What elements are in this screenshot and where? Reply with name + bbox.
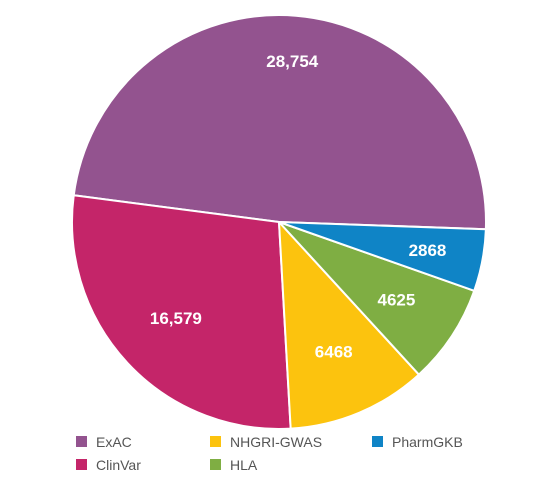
pie-slice-exac bbox=[72, 14, 487, 231]
legend-item-exac: ExAC bbox=[76, 434, 132, 450]
legend-label-clinvar: ClinVar bbox=[96, 457, 141, 473]
legend-swatch-nhgri-gwas bbox=[210, 436, 221, 447]
legend-label-pharmgkb: PharmGKB bbox=[392, 434, 463, 450]
pie-slice-clinvar bbox=[71, 194, 292, 430]
pie-slices bbox=[71, 14, 487, 430]
legend-swatch-clinvar bbox=[76, 459, 87, 470]
legend: ExAC NHGRI-GWAS PharmGKB ClinVar HLA bbox=[76, 434, 463, 473]
legend-label-nhgri-gwas: NHGRI-GWAS bbox=[230, 434, 322, 450]
legend-item-nhgri-gwas: NHGRI-GWAS bbox=[210, 434, 322, 450]
slice-label-nhgri-gwas: 6468 bbox=[315, 343, 353, 362]
legend-label-exac: ExAC bbox=[96, 434, 132, 450]
legend-item-pharmgkb: PharmGKB bbox=[372, 434, 463, 450]
pie-slice-hla bbox=[278, 221, 476, 376]
slice-label-pharmgkb: 2868 bbox=[409, 241, 447, 260]
pie-slice-nhgri-gwas bbox=[278, 221, 420, 430]
legend-swatch-hla bbox=[210, 459, 221, 470]
slice-labels: 28,754 16,579 6468 4625 2868 bbox=[150, 52, 446, 362]
slice-label-hla: 4625 bbox=[378, 291, 416, 310]
slice-label-exac: 28,754 bbox=[266, 52, 319, 71]
legend-item-clinvar: ClinVar bbox=[76, 457, 141, 473]
slice-label-clinvar: 16,579 bbox=[150, 309, 202, 328]
pie-slice-pharmgkb bbox=[278, 221, 487, 292]
legend-swatch-pharmgkb bbox=[372, 436, 383, 447]
legend-label-hla: HLA bbox=[230, 457, 258, 473]
legend-item-hla: HLA bbox=[210, 457, 258, 473]
legend-swatch-exac bbox=[76, 436, 87, 447]
